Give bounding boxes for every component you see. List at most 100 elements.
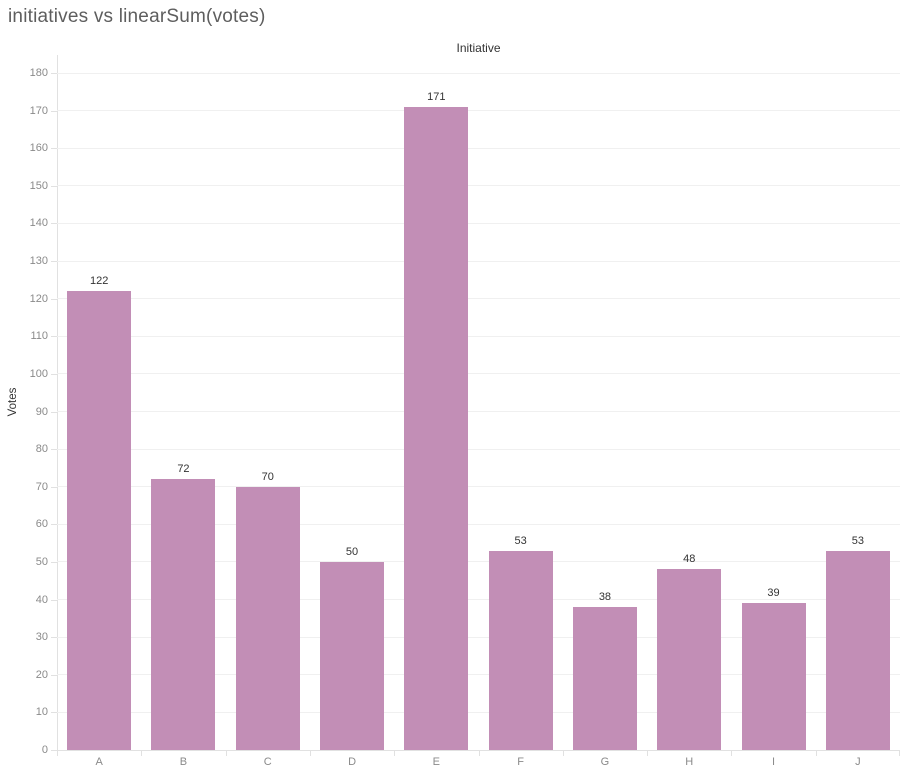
x-tick-mark (57, 751, 58, 756)
gridline (57, 599, 900, 601)
bar-A[interactable] (67, 291, 132, 750)
y-tick-label: 30 (35, 631, 48, 644)
x-tick-label: J (855, 756, 861, 768)
y-tick-mark (51, 637, 57, 639)
x-axis-line (57, 750, 900, 751)
y-tick-mark (51, 449, 57, 451)
x-tick-label: H (685, 756, 694, 768)
y-tick-mark (51, 486, 57, 488)
y-tick-label: 110 (30, 330, 48, 343)
y-tick-label: 70 (35, 480, 48, 493)
bar-H[interactable] (657, 569, 722, 750)
bar-value-label: 122 (89, 275, 109, 288)
y-tick-mark (51, 110, 57, 112)
gridline (57, 72, 900, 74)
y-tick-label: 60 (35, 518, 48, 531)
y-tick-label: 100 (29, 367, 48, 380)
x-tick-label: C (263, 756, 272, 768)
y-tick-label: 50 (35, 555, 48, 568)
bar-G[interactable] (572, 607, 637, 750)
bar-C[interactable] (235, 486, 300, 750)
x-tick-label: D (348, 756, 357, 768)
bar-D[interactable] (320, 561, 385, 750)
bar-value-label: 171 (427, 90, 446, 103)
y-tick-mark (51, 298, 57, 300)
bar-B[interactable] (151, 479, 216, 750)
bar-E[interactable] (404, 106, 469, 750)
y-tick-mark (51, 712, 57, 714)
y-tick-label: 10 (35, 706, 48, 719)
gridline (57, 147, 900, 149)
bar-F[interactable] (488, 550, 553, 750)
y-tick-mark (51, 185, 57, 187)
bar-value-label: 53 (851, 534, 864, 547)
y-axis-ticks (51, 55, 57, 755)
y-tick-label: 130 (29, 255, 48, 268)
y-tick-mark (51, 599, 57, 601)
x-tick-label: B (179, 756, 188, 768)
y-tick-mark (51, 373, 57, 375)
bar-value-label: 53 (514, 534, 527, 547)
gridline (57, 486, 900, 488)
gridline (57, 523, 900, 525)
y-tick-mark (51, 261, 57, 263)
bar-value-label: 70 (261, 470, 274, 483)
gridline (57, 411, 900, 412)
x-tick-label: G (600, 756, 610, 768)
gridline (57, 110, 900, 112)
y-tick-label: 80 (35, 443, 48, 456)
x-tick-mark (394, 751, 396, 756)
x-tick-mark (731, 751, 733, 756)
y-axis-line (57, 55, 58, 751)
gridline (57, 222, 900, 224)
gridline (57, 373, 900, 375)
y-tick-label: 90 (35, 405, 48, 418)
x-tick-label: E (432, 756, 440, 768)
column-header: Initiative (456, 41, 501, 55)
y-tick-label: 180 (29, 67, 48, 79)
bar-value-label: 39 (767, 587, 780, 600)
y-tick-label: 170 (29, 104, 48, 117)
x-tick-label: A (95, 756, 103, 768)
y-tick-mark (51, 223, 57, 225)
y-tick-label: 150 (29, 179, 48, 192)
bar-value-label: 72 (177, 463, 190, 476)
x-tick-mark (815, 751, 817, 756)
y-tick-mark (51, 148, 57, 150)
gridline (57, 561, 900, 563)
y-tick-label: 0 (41, 744, 48, 756)
y-tick-label: 140 (29, 217, 48, 230)
y-tick-label: 160 (29, 142, 48, 155)
bar-I[interactable] (741, 603, 806, 750)
x-tick-mark (141, 751, 143, 756)
y-tick-mark (51, 674, 57, 676)
bar-value-label: 50 (345, 545, 359, 558)
y-tick-mark (51, 524, 57, 526)
x-tick-mark (647, 751, 649, 756)
y-axis-labels: 0 10 20 30 40 50 60 70 80 90 100 110 120 130 140 150 160… (0, 55, 48, 756)
y-tick-mark (51, 561, 57, 563)
y-tick-label: 120 (29, 292, 48, 305)
x-tick-label: I (772, 756, 776, 768)
x-tick-mark (309, 751, 311, 756)
bar-J[interactable] (825, 550, 890, 750)
y-tick-mark (51, 73, 57, 74)
gridline (57, 636, 900, 638)
x-tick-label: F (517, 756, 525, 768)
y-tick-mark (51, 411, 57, 413)
gridline (57, 260, 900, 262)
x-tick-mark (225, 751, 227, 756)
x-tick-mark (562, 751, 564, 756)
y-tick-mark (51, 336, 57, 338)
gridline (57, 298, 900, 300)
x-tick-mark (478, 751, 480, 756)
gridline (57, 674, 900, 676)
gridline (57, 448, 900, 450)
chart-title: initiatives vs linearSum(votes) (8, 6, 266, 27)
x-axis-labels: A B C D E F G H I J (57, 755, 900, 770)
gridline (57, 335, 900, 337)
y-tick-label: 20 (35, 668, 48, 681)
y-tick-mark (51, 750, 57, 751)
bar-value-label: 38 (598, 591, 612, 604)
